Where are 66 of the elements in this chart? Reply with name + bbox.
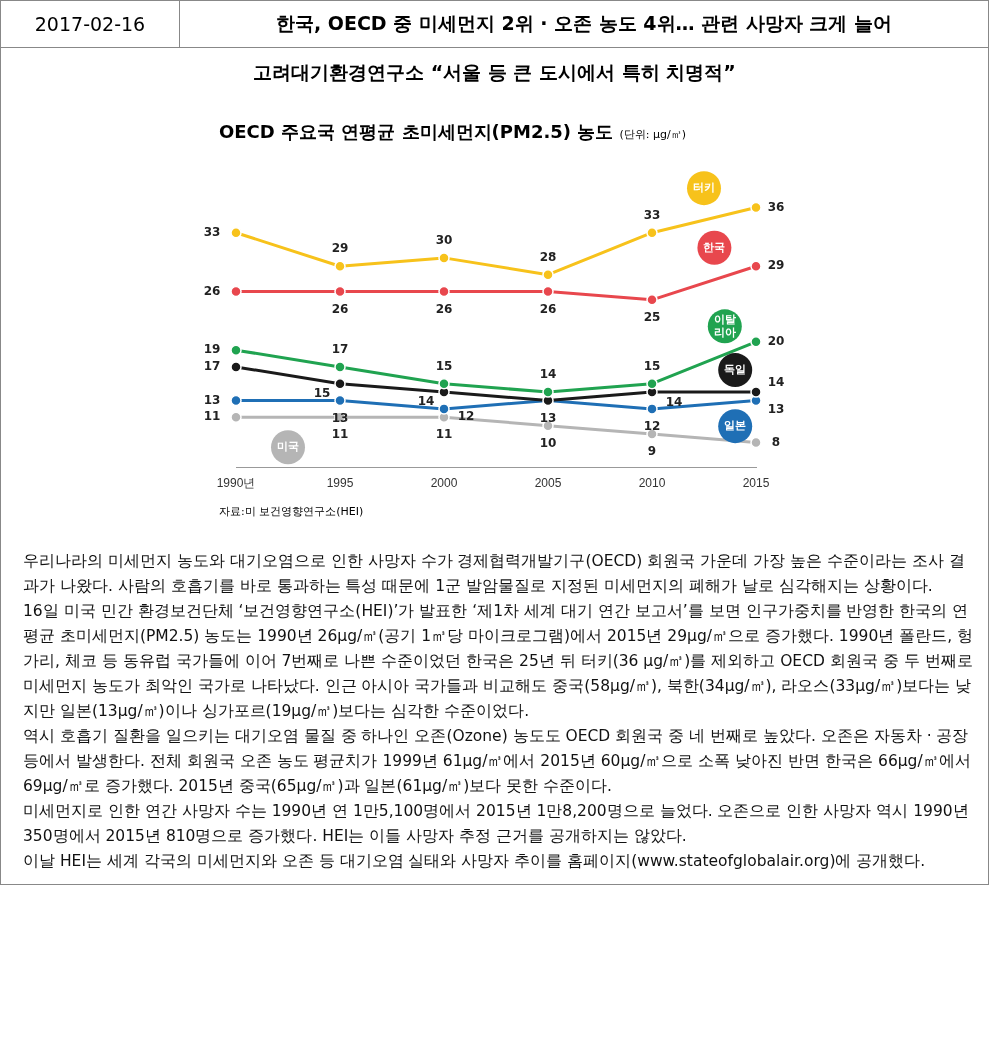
data-label: 12	[457, 409, 475, 424]
point	[750, 386, 762, 398]
text: 2017-02-16	[1, 1, 180, 47]
data-label: 11	[331, 427, 349, 442]
text: 우리나라의 미세먼지 농도와 대기오염으로 인한 사망자 수가 경제협력개발기구(OECD) 회원국 가운데 가장 높은 수준이라는 조사 결과가 나왔다. 사람의 호흡기를 바로 통과하는 특성 때문에 1군 발암물질로 지정된 미세먼지의 폐해가 날로 심각해지는 상황이다.	[23, 551, 966, 597]
text: 터키	[693, 181, 715, 194]
text: 미국	[277, 440, 299, 454]
data-label: 26	[539, 301, 557, 316]
text: 역시 호흡기 질환을 일으키는 대기오염 물질 중 하나인 오존(Ozone) 농도도 OECD 회원국 중 네 번째로 높았다. 오존은 자동차 · 공장 등에서 발생한다. 전체 회원국 오존 농도 평균치가 1999년 61μg/㎥에서 2015년 60μg/㎥으로 소폭 낮아진 반면 한국은 66μg/㎥에서 69μg/㎥로 증가했다. 2015년 중국(65μg/㎥)과 일본(61μg/㎥)보다 못한 수준이다.	[23, 726, 972, 797]
data-label: 14	[767, 375, 785, 390]
x-tick-label: 2015	[742, 476, 770, 491]
data-label: 11	[435, 427, 453, 442]
data-label: 13	[331, 410, 349, 425]
data-label: 14	[539, 367, 557, 382]
data-label: 8	[771, 434, 781, 449]
data-label: 15	[643, 358, 661, 373]
series-label: 한국	[703, 240, 726, 254]
point	[646, 403, 658, 415]
data-label: 25	[643, 309, 661, 324]
x-tick-label: 1995	[326, 476, 354, 491]
data-label: 14	[665, 395, 683, 410]
point	[230, 344, 242, 356]
data-label: 15	[313, 385, 331, 400]
point	[438, 252, 450, 264]
text: 한국, OECD 중 미세먼지 2위 · 오존 농도 4위… 관련 사망자 크게 늘어	[274, 11, 894, 36]
data-label: 26	[331, 301, 349, 316]
series-label: 이탈리아	[713, 313, 736, 340]
data-label: 12	[643, 419, 661, 434]
x-tick-label: 2005	[534, 476, 562, 491]
point	[230, 361, 242, 373]
data-label: 26	[203, 283, 221, 298]
data-label: 10	[539, 435, 557, 450]
text: 미세먼지로 인한 연간 사망자 수는 1990년 연 1만5,100명에서 2015년 1만8,200명으로 늘었다. 오존으로 인한 사망자 역시 1990년 350명에서 2015년 810명으로 증가했다. HEI는 이들 사망자 추정 근거를 공개하지는 않았다.	[23, 801, 970, 847]
series-label: 독일	[724, 362, 747, 376]
data-label: 15	[435, 358, 453, 373]
data-label: 29	[331, 241, 349, 256]
data-label: 33	[643, 207, 661, 222]
text: 고려대기환경연구소 “서울 등 큰 도시에서 특히 치명적”	[252, 60, 737, 85]
chart-title: OECD 주요국 연평균 초미세먼지(PM2.5) 농도	[219, 121, 614, 142]
x-tick-label: 1990년	[216, 476, 256, 491]
data-label: 17	[203, 359, 221, 374]
data-label: 28	[539, 249, 557, 264]
data-label: 17	[331, 342, 349, 357]
point	[438, 403, 450, 415]
data-label: 30	[435, 233, 453, 248]
text: 16일 미국 민간 환경보건단체 ‘보건영향연구소(HEI)’가 발표한 ‘제1차 세계 대기 연간 보고서’를 보면 인구가중치를 반영한 한국의 연평균 초미세먼지(PM2.5) 농도는 1990년 26μg/㎥(공기 1㎥당 마이크로그램)에서 2015년 29μg/㎥으로 증가했다. 1990년 폴란드, 헝가리, 체코 등 동유럽 국가들에 이어 7번째로 나쁜 수준이었던 한국은 25년 뒤 터키(36 μg/㎥)를 제외하고 OECD 회원국 중 두 번째로 미세먼지 농도가 최악인 국가로 나타났다. 인근 아시아 국가들과 비교해도 중국(58μg/㎥), 북한(34μg/㎥), 라오스(33μg/㎥)보다는 낮지만 일본(13μg/㎥)이나 싱가포르(19μg/㎥)보다는 심각한 수준이었다.	[23, 601, 975, 722]
data-label: 13	[767, 401, 785, 416]
data-label: 20	[767, 333, 785, 348]
data-label: 13	[539, 410, 557, 425]
chart-subtitle: (단위: μg/㎥)	[619, 128, 687, 141]
x-tick-label: 2000	[430, 476, 458, 491]
x-tick-label: 2010	[638, 476, 666, 491]
text: 자료:미 보건영향연구소(HEI)	[219, 504, 365, 519]
data-label: 26	[435, 301, 453, 316]
text: 이날 HEI는 세계 각국의 미세먼지와 오존 등 대기오염 실태와 사망자 추이를 홈페이지(www.stateofglobalair.org)에 공개했다.	[23, 851, 927, 872]
series-label: 일본	[724, 419, 747, 433]
data-label: 29	[767, 258, 785, 273]
data-label: 9	[647, 444, 657, 459]
data-label: 19	[203, 342, 221, 357]
data-label: 33	[203, 224, 221, 239]
data-label: 14	[417, 394, 435, 409]
data-label: 11	[203, 409, 221, 424]
data-label: 36	[767, 199, 785, 214]
data-label: 13	[203, 392, 221, 407]
point	[542, 386, 554, 398]
point	[334, 361, 346, 373]
